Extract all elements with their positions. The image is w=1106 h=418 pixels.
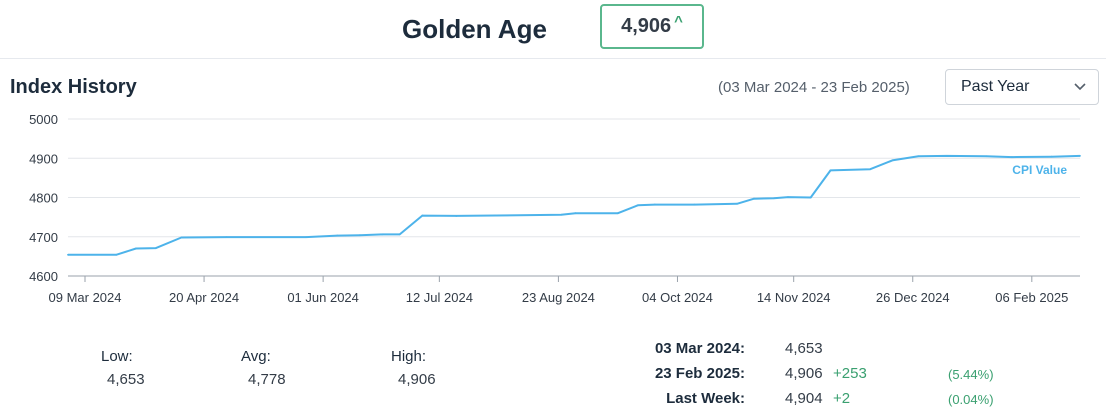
trend-up-icon: ^ bbox=[674, 13, 683, 30]
data-point bbox=[772, 197, 775, 200]
start-value: 4,653 bbox=[785, 340, 823, 357]
x-tick-label: 14 Nov 2024 bbox=[757, 290, 831, 305]
data-point bbox=[574, 212, 577, 215]
x-tick-label: 06 Feb 2025 bbox=[995, 290, 1068, 305]
chevron-down-icon bbox=[1074, 83, 1086, 91]
y-tick-label: 4800 bbox=[29, 191, 58, 206]
data-point bbox=[455, 215, 458, 217]
series-label: CPI Value bbox=[1012, 163, 1067, 177]
series-line-cpi-value bbox=[68, 154, 1081, 256]
x-tick-label: 23 Aug 2024 bbox=[522, 290, 595, 305]
index-history-chart: 4600 4700 4800 4900 5000 09 Mar 2024 20 Apr 20… bbox=[29, 112, 1081, 305]
data-point bbox=[398, 233, 401, 236]
data-point bbox=[829, 169, 832, 172]
data-point bbox=[1011, 156, 1013, 158]
last-week-value: 4,904 bbox=[785, 390, 823, 407]
data-point bbox=[636, 204, 639, 207]
high-value: 4,906 bbox=[398, 371, 436, 388]
data-point bbox=[67, 253, 69, 256]
data-point bbox=[869, 168, 872, 171]
data-point bbox=[753, 197, 755, 200]
data-point bbox=[693, 203, 696, 206]
data-point bbox=[381, 233, 384, 236]
y-tick-label: 4700 bbox=[29, 230, 58, 245]
header-divider bbox=[0, 58, 1106, 59]
date-range: (03 Mar 2024 - 23 Feb 2025) bbox=[718, 79, 910, 96]
data-point bbox=[787, 196, 789, 199]
data-point bbox=[892, 159, 894, 162]
x-tick-label: 26 Dec 2024 bbox=[876, 290, 950, 305]
low-value: 4,653 bbox=[107, 371, 145, 388]
y-tick-label: 4600 bbox=[29, 269, 58, 284]
start-date-label: 03 Mar 2024: bbox=[654, 340, 745, 357]
data-point bbox=[180, 236, 183, 239]
avg-value: 4,778 bbox=[248, 371, 286, 388]
x-tick-label: 20 Apr 2024 bbox=[169, 290, 239, 305]
section-title: Index History bbox=[10, 76, 137, 98]
data-point bbox=[809, 196, 812, 199]
x-tick-label: 04 Oct 2024 bbox=[642, 290, 713, 305]
x-tick-label: 12 Jul 2024 bbox=[406, 290, 473, 305]
high-label: High: bbox=[391, 348, 427, 365]
data-point bbox=[985, 155, 988, 158]
end-date-label: 23 Feb 2025: bbox=[654, 365, 745, 382]
data-point bbox=[336, 234, 339, 237]
data-point bbox=[617, 212, 619, 215]
period-select-value: Past Year bbox=[961, 78, 1030, 95]
data-point bbox=[154, 247, 157, 250]
avg-label: Avg: bbox=[241, 348, 271, 365]
end-value: 4,906 bbox=[785, 365, 823, 382]
data-point bbox=[115, 253, 118, 256]
data-point bbox=[736, 202, 738, 205]
data-point bbox=[653, 203, 656, 206]
x-tick-label: 01 Jun 2024 bbox=[287, 290, 359, 305]
period-select[interactable]: Past Year bbox=[945, 69, 1099, 105]
page-title: Golden Age bbox=[402, 14, 547, 44]
data-point bbox=[305, 236, 308, 239]
x-tick-label: 09 Mar 2024 bbox=[49, 290, 122, 305]
data-point bbox=[1079, 154, 1081, 157]
data-point bbox=[560, 213, 563, 216]
data-point bbox=[359, 234, 361, 237]
last-week-change: +2 bbox=[833, 390, 851, 407]
data-point bbox=[225, 236, 228, 239]
low-label: Low: bbox=[101, 348, 133, 365]
data-point bbox=[421, 214, 424, 217]
current-value: 4,906 bbox=[621, 15, 672, 37]
data-point bbox=[135, 247, 137, 250]
data-point bbox=[1050, 155, 1053, 158]
y-tick-label: 4900 bbox=[29, 151, 58, 166]
last-week-label: Last Week: bbox=[666, 390, 745, 407]
current-value-badge: 4,906 ^ bbox=[600, 4, 704, 49]
data-point bbox=[917, 155, 920, 158]
last-week-percent: (0.04%) bbox=[948, 392, 994, 407]
y-tick-label: 5000 bbox=[29, 112, 58, 127]
data-point bbox=[945, 154, 948, 157]
end-change: +253 bbox=[833, 365, 867, 382]
end-percent: (5.44%) bbox=[948, 367, 994, 382]
